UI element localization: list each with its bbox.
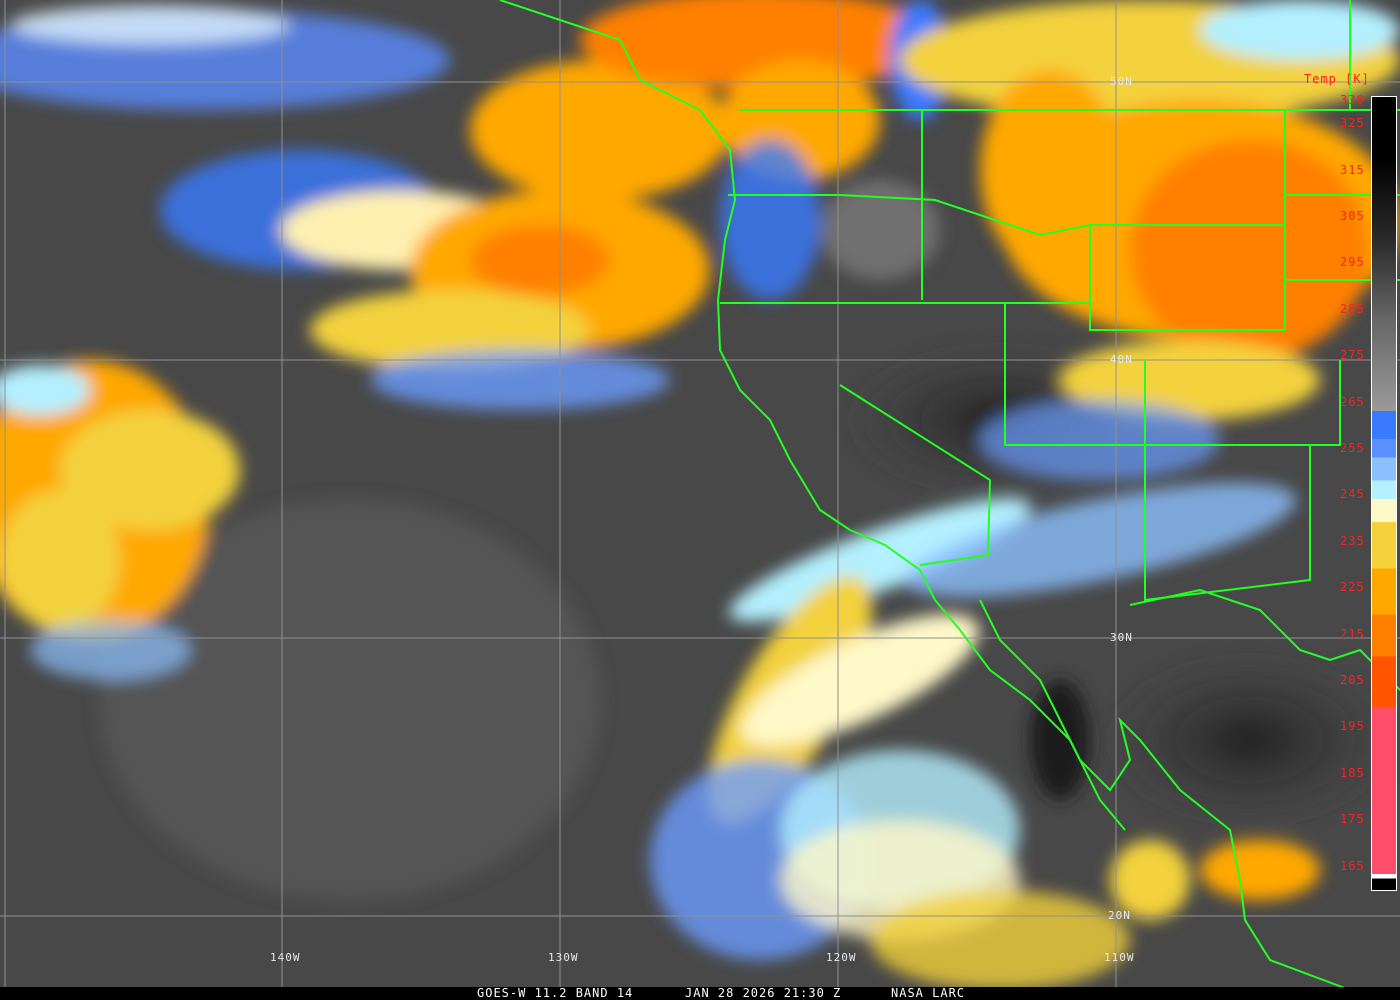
colorbar-tick-label: 305 [1340, 209, 1365, 223]
colorbar-tick-label: 325 [1340, 116, 1365, 131]
timestamp-label: JAN 28 2026 21:30 Z [685, 986, 842, 1000]
source-label: NASA LARC [891, 986, 966, 1000]
lon-label-130w: 130W [548, 951, 579, 964]
colorbar-tick-label: 165 [1340, 858, 1365, 873]
lat-label-30n: 30N [1110, 631, 1133, 644]
temperature-colorbar [1371, 96, 1397, 891]
colorbar-tick-label: 330 [1340, 93, 1365, 107]
colorbar-tick-label: 275 [1340, 348, 1365, 363]
lon-label-120w: 120W [826, 951, 857, 964]
colorbar-tick-label: 225 [1340, 580, 1365, 595]
satellite-band-label: GOES-W 11.2 BAND 14 [477, 986, 634, 1000]
lon-label-110w: 110W [1104, 951, 1135, 964]
colorbar-tick-label: 255 [1340, 441, 1365, 455]
caption-bar: GOES-W 11.2 BAND 14 JAN 28 2026 21:30 Z … [0, 987, 1400, 1000]
colorbar-tick-label: 295 [1340, 255, 1365, 270]
colorbar-tick-label: 175 [1340, 812, 1365, 827]
colorbar-tick-label: 265 [1340, 394, 1365, 409]
lon-label-140w: 140W [270, 951, 301, 964]
colorbar-tick-label: 195 [1340, 719, 1365, 734]
colorbar-tick-label: 245 [1340, 487, 1365, 502]
colorbar-tick-label: 205 [1340, 673, 1365, 687]
coastlines-and-borders [499, 0, 1400, 991]
lat-label-20n: 20N [1108, 909, 1131, 922]
colorbar-tick-label: 315 [1340, 162, 1365, 177]
colorbar-tick-label: 285 [1340, 301, 1365, 316]
colorbar-tick-label: 215 [1340, 626, 1365, 641]
colorbar-tick-label: 235 [1340, 533, 1365, 548]
colorbar-tick-label: 185 [1340, 765, 1365, 780]
legend-title: Temp [K] [1304, 72, 1370, 86]
lat-label-50n: 50N [1110, 75, 1133, 88]
lat-label-40n: 40N [1110, 353, 1133, 366]
